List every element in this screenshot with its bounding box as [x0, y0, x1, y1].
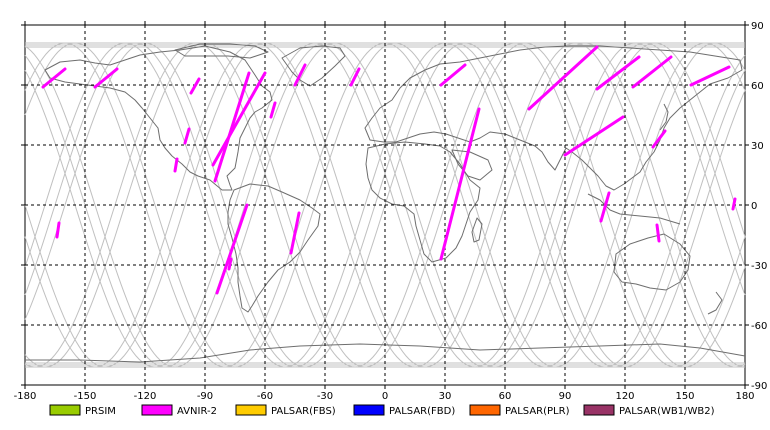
acquisition-segment [293, 63, 307, 87]
graticule [25, 25, 745, 385]
acquisition-segment [439, 63, 467, 87]
y-tick-label: -30 [751, 261, 767, 272]
coast-north-america [44, 45, 273, 191]
acquisition-segment [595, 55, 641, 91]
acquisition-segment [93, 67, 119, 89]
coast-eurasia [364, 45, 743, 191]
acquisition-segments [41, 45, 737, 295]
legend-label-palsar-fbs: PALSAR(FBS) [271, 406, 336, 417]
legend: PRSIM AVNIR-2 PALSAR(FBS) PALSAR(FBD) PALSAR… [49, 404, 715, 417]
legend-label-palsar-plr: PALSAR(PLR) [505, 406, 570, 417]
x-tick-label: 180 [735, 391, 754, 402]
acquisition-segment [599, 191, 611, 223]
x-tick-label: 30 [439, 391, 452, 402]
x-tick-label: -90 [197, 391, 213, 402]
acquisition-segment [689, 65, 731, 87]
acquisition-segment [651, 129, 667, 149]
acquisition-segment [563, 115, 625, 157]
acquisition-segment [655, 223, 661, 243]
y-tick-label: -90 [751, 381, 767, 392]
legend-swatch-palsar-wb [583, 404, 615, 416]
acquisition-segment [211, 71, 267, 167]
coast-arctic-islands [174, 43, 269, 59]
acquisition-segment [55, 221, 61, 239]
x-tick-label: -120 [134, 391, 157, 402]
coastlines [25, 43, 746, 363]
coast-australia [613, 233, 691, 291]
legend-label-avnir2: AVNIR-2 [177, 406, 217, 417]
legend-swatch-palsar-fbd [353, 404, 385, 416]
acquisition-segment [227, 257, 233, 271]
y-tick-label: 60 [751, 81, 764, 92]
axis-ticks: -180 -150 -120 -90 -60 -30 0 30 60 90 120 150 180 90 6… [14, 21, 767, 402]
x-tick-label: -180 [14, 391, 37, 402]
acquisition-segment [173, 157, 179, 173]
acquisition-segment [41, 67, 67, 89]
coast-new-zealand [707, 291, 723, 315]
coast-indonesia [587, 193, 681, 225]
acquisition-segment [269, 101, 277, 119]
x-tick-label: 120 [615, 391, 634, 402]
legend-label-prism: PRSIM [85, 406, 116, 417]
acquisition-segment [349, 67, 361, 87]
acquisition-segment [183, 127, 191, 145]
coast-antarctica [25, 343, 746, 363]
legend-swatch-avnir2 [141, 404, 173, 416]
legend-swatch-prism [49, 404, 81, 416]
x-tick-label: 150 [675, 391, 694, 402]
coast-japan [659, 103, 669, 131]
coast-africa [365, 141, 481, 263]
legend-label-palsar-fbd: PALSAR(FBD) [389, 406, 455, 417]
coast-arabia [451, 149, 493, 181]
acquisition-segment [439, 107, 481, 261]
x-tick-label: -150 [74, 391, 97, 402]
legend-swatch-palsar-fbs [235, 404, 267, 416]
x-tick-label: 0 [382, 391, 388, 402]
y-tick-label: 90 [751, 21, 764, 32]
x-tick-label: 60 [499, 391, 512, 402]
acquisition-segment [289, 211, 301, 255]
acquisition-segment [731, 197, 737, 211]
acquisition-segment [527, 45, 599, 111]
acquisition-segment [213, 71, 251, 183]
acquisition-segment [631, 55, 673, 89]
y-tick-label: -60 [751, 321, 767, 332]
legend-swatch-palsar-plr [469, 404, 501, 416]
acquisition-segment [215, 203, 249, 295]
y-tick-label: 30 [751, 141, 764, 152]
x-tick-label: -30 [317, 391, 333, 402]
y-tick-label: 0 [751, 201, 757, 212]
x-tick-label: 90 [559, 391, 572, 402]
coast-south-america [227, 183, 321, 313]
x-tick-label: -60 [257, 391, 273, 402]
legend-label-palsar-wb: PALSAR(WB1/WB2) [619, 406, 715, 417]
acquisition-segment [189, 77, 201, 95]
coast-madagascar [471, 217, 483, 243]
